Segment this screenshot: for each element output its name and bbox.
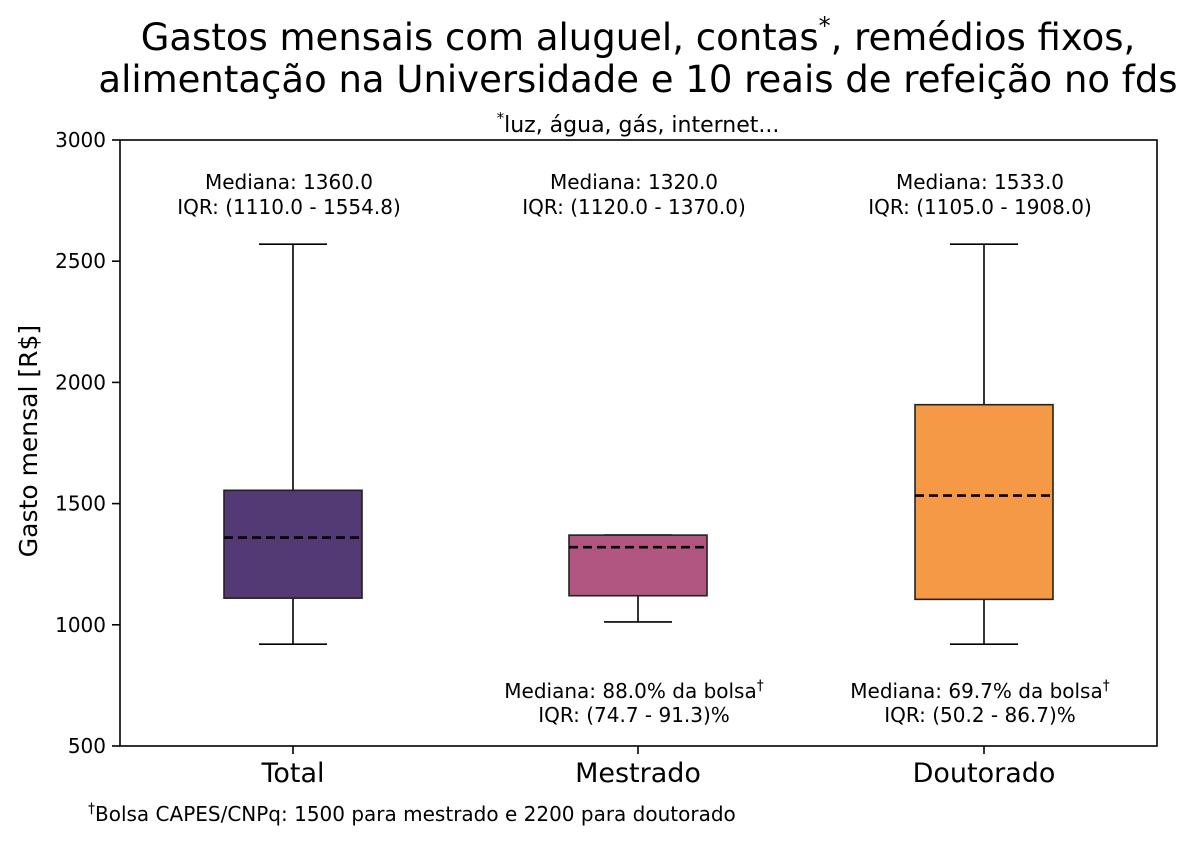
y-tick-label: 500 bbox=[68, 734, 106, 758]
y-tick-label: 3000 bbox=[55, 128, 106, 152]
iqr-box bbox=[223, 489, 363, 599]
scholarship-median-label: Mediana: 69.7% da bolsa† bbox=[850, 678, 1109, 703]
scholarship-iqr-label: IQR: (50.2 - 86.7)% bbox=[884, 703, 1076, 727]
scholarship-iqr-label: IQR: (74.7 - 91.3)% bbox=[538, 703, 730, 727]
x-tick-label: Total bbox=[260, 758, 324, 789]
chart-title-line-2: alimentação na Universidade e 10 reais d… bbox=[98, 58, 1177, 101]
iqr-label: IQR: (1105.0 - 1908.0) bbox=[868, 195, 1092, 219]
y-axis-label: Gasto mensal [R$] bbox=[14, 325, 43, 557]
x-tick-label: Doutorado bbox=[913, 758, 1056, 789]
y-tick-label: 1500 bbox=[55, 492, 106, 516]
box-doutorado bbox=[914, 243, 1054, 645]
iqr-box bbox=[568, 534, 708, 597]
median-label: Mediana: 1360.0 bbox=[205, 170, 373, 194]
box-mestrado bbox=[568, 534, 708, 623]
y-tick-label: 2000 bbox=[55, 370, 106, 394]
footnote: †Bolsa CAPES/CNPq: 1500 para mestrado e … bbox=[88, 801, 736, 826]
box-total bbox=[223, 243, 363, 645]
y-tick-label: 1000 bbox=[55, 613, 106, 637]
box-series bbox=[223, 243, 1054, 645]
median-label: Mediana: 1320.0 bbox=[550, 170, 718, 194]
median-label: Mediana: 1533.0 bbox=[896, 170, 1064, 194]
y-tick-label: 2500 bbox=[55, 249, 106, 273]
scholarship-median-label: Mediana: 88.0% da bolsa† bbox=[504, 678, 763, 703]
chart-subtitle: *luz, água, gás, internet... bbox=[497, 109, 780, 138]
axis-ticks: 500 1000 1500 2000 2500 3000 Total Mestrado Dout… bbox=[55, 128, 1055, 789]
iqr-box bbox=[914, 403, 1054, 601]
plot-area-frame bbox=[119, 139, 1158, 747]
x-tick-label: Mestrado bbox=[575, 758, 701, 789]
chart-title-line-1: Gastos mensais com aluguel, contas*, rem… bbox=[141, 12, 1136, 59]
iqr-label: IQR: (1110.0 - 1554.8) bbox=[177, 195, 401, 219]
iqr-label: IQR: (1120.0 - 1370.0) bbox=[522, 195, 746, 219]
